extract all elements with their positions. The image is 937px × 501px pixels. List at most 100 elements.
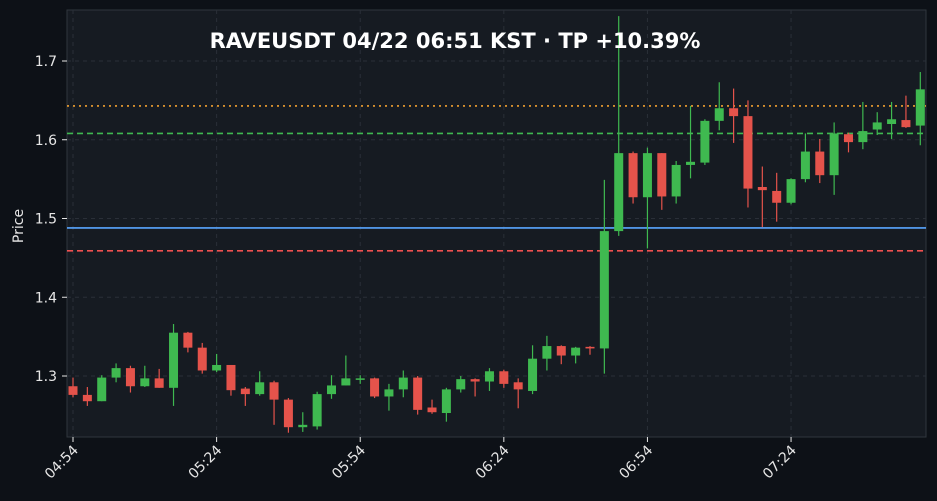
candle-body xyxy=(729,108,739,117)
y-tick-label: 1.3 xyxy=(35,369,57,385)
candle xyxy=(786,178,796,205)
candle-body xyxy=(700,120,710,163)
candle-body xyxy=(901,120,911,128)
candle-body xyxy=(370,378,380,397)
candle-body xyxy=(413,377,423,410)
candle-body xyxy=(872,122,882,130)
candle-body xyxy=(671,164,681,197)
candle xyxy=(686,105,696,179)
candle xyxy=(341,355,351,386)
candle xyxy=(843,132,853,153)
candle xyxy=(757,166,767,228)
candle-body xyxy=(800,151,810,180)
candle xyxy=(571,346,581,364)
y-axis: 1.3 1.4 1.5 1.6 1.7 xyxy=(35,54,67,385)
candle-body xyxy=(484,371,494,382)
candle xyxy=(743,100,753,208)
candle xyxy=(240,387,250,406)
candle xyxy=(829,122,839,195)
candle xyxy=(642,147,652,249)
candle-body xyxy=(97,377,107,402)
candle-body xyxy=(499,371,509,384)
candle xyxy=(269,380,279,425)
y-tick-label: 1.6 xyxy=(35,133,57,149)
candle-body xyxy=(298,424,308,428)
y-axis-label: Price xyxy=(11,209,27,243)
candle xyxy=(355,375,365,384)
candle xyxy=(441,387,451,422)
candle-body xyxy=(571,347,581,356)
candle-body xyxy=(140,378,150,387)
candle xyxy=(614,16,624,236)
candle-body xyxy=(183,332,193,348)
candle-body xyxy=(240,388,250,395)
candle xyxy=(68,377,78,398)
candle-body xyxy=(125,368,135,387)
candle-body xyxy=(283,399,293,428)
y-tick-label: 1.7 xyxy=(35,54,57,70)
candle xyxy=(729,88,739,143)
candle-body xyxy=(887,119,897,124)
candle-body xyxy=(111,368,121,378)
candle-body xyxy=(528,358,538,391)
candle-body xyxy=(915,89,925,126)
candle xyxy=(528,345,538,395)
candle xyxy=(326,375,336,399)
candle-body xyxy=(642,153,652,198)
candles xyxy=(68,16,925,433)
candle-body xyxy=(757,187,767,191)
candle xyxy=(858,101,868,150)
candle-body xyxy=(212,364,222,371)
candle-body xyxy=(169,332,179,388)
candle-body xyxy=(441,389,451,414)
candle xyxy=(283,398,293,433)
candle xyxy=(872,112,882,136)
candle xyxy=(628,151,638,204)
chart-title: RAVEUSDT 04/22 06:51 KST · TP +10.39% xyxy=(210,29,701,53)
candle xyxy=(599,179,609,374)
candle-body xyxy=(829,133,839,176)
candle-body xyxy=(772,190,782,203)
candle xyxy=(657,153,667,210)
candle-body xyxy=(786,179,796,203)
candle xyxy=(484,368,494,391)
candle-body xyxy=(542,346,552,359)
candle xyxy=(197,342,207,374)
candle xyxy=(370,377,380,399)
candle-body xyxy=(226,364,236,391)
candle xyxy=(183,331,193,353)
candle-body xyxy=(312,394,322,427)
candle xyxy=(154,368,164,388)
candle xyxy=(255,371,265,396)
candle xyxy=(815,138,825,184)
plot-area xyxy=(66,9,927,438)
candle-body xyxy=(858,131,868,143)
candle-body xyxy=(341,378,351,386)
candle xyxy=(714,82,724,131)
candle xyxy=(169,324,179,406)
candle-body xyxy=(686,161,696,165)
candle xyxy=(901,95,911,128)
candle xyxy=(513,378,523,409)
candle-body xyxy=(427,407,437,413)
candle xyxy=(700,119,710,165)
candle xyxy=(312,391,322,430)
candle xyxy=(800,133,810,183)
candle xyxy=(556,345,566,365)
candle-body xyxy=(714,108,724,121)
candle-body xyxy=(255,382,265,395)
candle xyxy=(887,101,897,139)
candle-body xyxy=(82,394,92,402)
candle-body xyxy=(68,386,78,395)
candle-body xyxy=(326,385,336,395)
candle xyxy=(671,161,681,204)
y-tick-label: 1.5 xyxy=(35,212,57,228)
candle-body xyxy=(456,379,466,390)
candle-body xyxy=(384,389,394,397)
candle xyxy=(212,353,222,373)
candle xyxy=(298,412,308,432)
candle-body xyxy=(197,347,207,371)
candle-body xyxy=(269,382,279,400)
candle xyxy=(111,363,121,383)
